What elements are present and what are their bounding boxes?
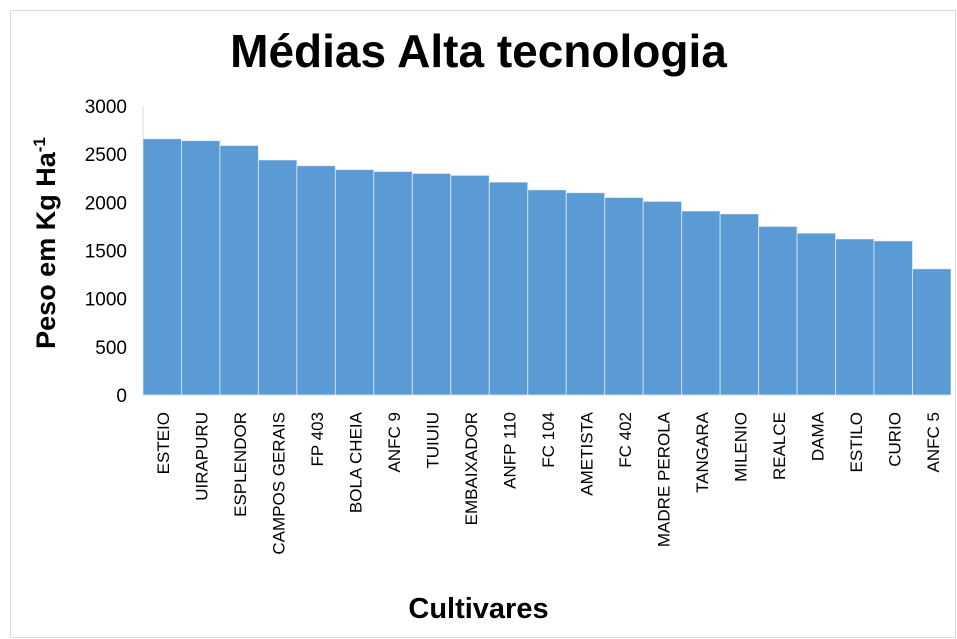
x-tick-label: REALCE (770, 412, 789, 480)
bar (912, 268, 952, 396)
y-tick-label: 1500 (85, 242, 127, 263)
bar (142, 138, 182, 396)
x-tick-label: FC 104 (539, 412, 558, 468)
bar (642, 200, 683, 396)
x-tick-label: MILENIO (731, 412, 750, 482)
bar (527, 189, 567, 396)
bar (334, 169, 375, 396)
bar (758, 225, 798, 396)
bar (681, 210, 721, 396)
x-tick-label: DAMA (808, 411, 827, 461)
bar (180, 140, 221, 396)
bar (835, 238, 875, 396)
chart-title: Médias Alta tecnologia (230, 25, 727, 77)
x-tick-label: ANFC 5 (924, 412, 943, 472)
x-tick-label: ESTEIO (154, 412, 173, 474)
x-tick-label: BOLA CHEIA (347, 411, 366, 513)
x-tick-label: UIRAPURU (193, 412, 212, 501)
bar (450, 174, 490, 396)
y-tick-label: 1000 (85, 290, 127, 311)
bar (719, 213, 760, 396)
x-tick-label: ESPLENDOR (231, 412, 250, 517)
x-tick-label: MADRE PEROLA (654, 411, 673, 547)
x-tick-label: ESTILO (847, 412, 866, 472)
y-tick-label: 2500 (85, 145, 127, 166)
bar (796, 232, 837, 396)
y-tick-label: 3000 (85, 97, 127, 118)
y-tick-label: 2000 (85, 193, 127, 214)
x-tick-label: FC 402 (616, 412, 635, 468)
bar (296, 165, 336, 396)
bar (219, 144, 259, 396)
x-tick-label: ANFC 9 (385, 412, 404, 472)
bar (488, 181, 529, 396)
y-tick-label: 0 (116, 386, 127, 407)
bar (411, 172, 452, 396)
x-tick-label: ANFP 110 (501, 412, 520, 489)
x-tick-label: CAMPOS GERAIS (270, 412, 289, 555)
x-tick-label: CURIO (885, 412, 904, 467)
bar (873, 240, 914, 396)
bar (373, 171, 413, 396)
x-tick-label: AMETISTA (577, 411, 596, 495)
x-tick-label: EMBAIXADOR (462, 412, 481, 525)
x-tick-label: FP 403 (308, 412, 327, 467)
x-tick-label: TUIUIU (424, 412, 443, 469)
bar (257, 159, 298, 396)
y-tick-label: 500 (95, 338, 127, 359)
x-axis-title: Cultivares (408, 593, 549, 625)
bar (565, 192, 606, 396)
bar (604, 197, 644, 396)
x-tick-label: TANGARA (693, 411, 712, 493)
